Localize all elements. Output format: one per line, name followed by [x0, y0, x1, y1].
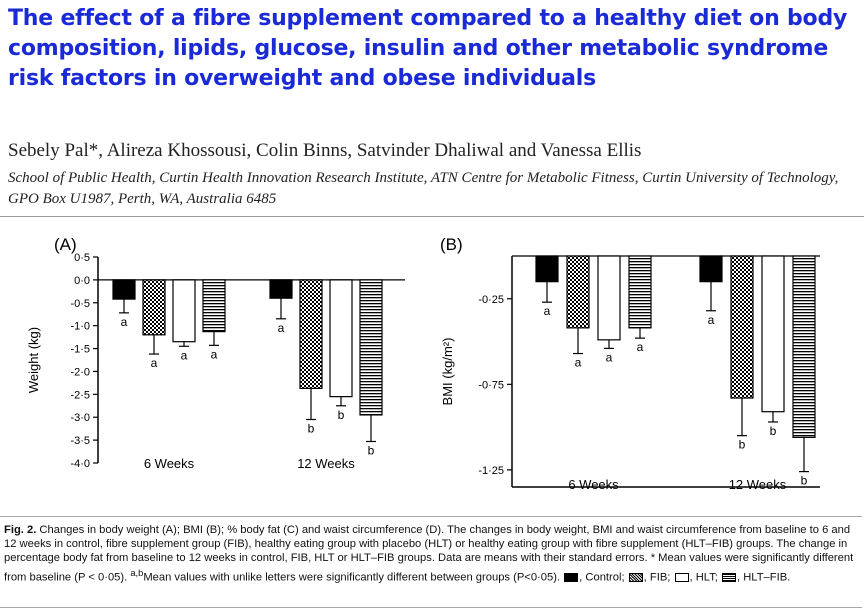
significance-letter: b: [739, 438, 746, 452]
bar-hlt-12-weeks: [329, 279, 353, 398]
x-category-label: 6 Weeks: [568, 477, 619, 492]
bar-fib-12-weeks: [299, 279, 323, 389]
legend-swatch-control: [564, 572, 579, 582]
y-tick-label: -1·25: [478, 465, 504, 477]
significance-letter: b: [368, 443, 375, 457]
bar-fib-12-weeks: [730, 255, 754, 399]
caption-text-2: Mean values with unlike letters were sig…: [143, 571, 564, 584]
y-tick-label: 0·0: [74, 275, 90, 287]
paper-title: The effect of a fibre supplement compare…: [8, 6, 848, 91]
x-category-label: 12 Weeks: [297, 456, 355, 471]
y-tick-label: -2·0: [70, 366, 90, 378]
bar-hlt-fib-12-weeks: [359, 279, 383, 416]
y-tick-label: -1·5: [70, 344, 90, 356]
bar-hlt-12-weeks: [761, 255, 785, 413]
bar-control-12-weeks: [699, 255, 723, 283]
paper-affiliation: School of Public Health, Curtin Health I…: [8, 170, 839, 207]
figure-caption: Fig. 2. Changes in body weight (A); BMI …: [0, 516, 862, 608]
y-tick-label: -0·5: [70, 298, 90, 310]
figure-2: (A)0·5 0·0 -0·5 -1·0 -1·5 -2·0 -2·5 -3·0 -3·5 -4·…: [26, 235, 820, 492]
legend-label-control: , Control;: [579, 571, 625, 584]
y-tick-label: -0·75: [478, 379, 504, 391]
bar-fib-6-weeks: [566, 255, 590, 329]
significance-letter: a: [575, 356, 582, 370]
y-axis-label: BMI (kg/m²): [440, 338, 455, 406]
significance-letter: a: [211, 347, 218, 361]
bar-hlt-6-weeks: [172, 279, 196, 343]
bar-control-12-weeks: [269, 279, 293, 299]
legend-label-hlt: , HLT;: [689, 571, 718, 584]
caption-text-1: Changes in body weight (A); BMI (B); % b…: [4, 524, 854, 584]
panel-label: (A): [54, 235, 77, 254]
caption-fig-label: Fig. 2.: [4, 524, 37, 536]
legend-swatch-fib: [628, 572, 643, 582]
significance-letter: a: [181, 348, 188, 362]
legend-swatch-hlt-fib: [722, 572, 737, 582]
significance-letter: a: [544, 304, 551, 318]
y-tick-label: -0·25: [478, 294, 504, 306]
significance-letter: b: [801, 474, 808, 488]
significance-letter: b: [338, 408, 345, 422]
significance-letter: b: [770, 424, 777, 438]
legend-label-fib: , FIB;: [643, 571, 671, 584]
bar-hlt-6-weeks: [597, 255, 621, 341]
x-category-label: 12 Weeks: [729, 477, 787, 492]
bar-hlt-fib-6-weeks: [628, 255, 652, 329]
x-category-label: 6 Weeks: [144, 456, 195, 471]
y-tick-label: -4·0: [70, 458, 90, 470]
bar-control-6-weeks: [112, 279, 136, 300]
y-tick-label: -3·0: [70, 412, 90, 424]
y-tick-label: -3·5: [70, 435, 90, 447]
legend-label-hlt-fib: , HLT–FIB.: [737, 571, 791, 584]
divider: [0, 216, 864, 217]
significance-letter: b: [308, 422, 315, 436]
bar-hlt-fib-6-weeks: [202, 279, 226, 333]
y-tick-label: -2·5: [70, 389, 90, 401]
y-tick-label: 0·5: [74, 252, 90, 264]
bar-hlt-fib-12-weeks: [792, 255, 816, 438]
significance-letter: a: [637, 340, 644, 354]
paper-authors: Sebely Pal*, Alireza Khossousi, Colin Bi…: [8, 140, 642, 161]
significance-letter: a: [121, 315, 128, 329]
bar-control-6-weeks: [535, 255, 559, 283]
panel-a-weight-chart: (A)0·5 0·0 -0·5 -1·0 -1·5 -2·0 -2·5 -3·0 -3·5 -4·…: [26, 235, 405, 471]
y-tick-label: -1·0: [70, 321, 90, 333]
caption-superscript: a,b: [130, 567, 144, 578]
panel-b-bmi-chart: (B) -0·25 -0·75 -1·25 BMI (kg/m²) a a a a 6 Weeks…: [440, 235, 820, 492]
y-axis-label: Weight (kg): [26, 327, 41, 393]
panel-label: (B): [440, 235, 463, 254]
significance-letter: a: [606, 350, 613, 364]
significance-letter: a: [708, 313, 715, 327]
bar-fib-6-weeks: [142, 279, 166, 336]
significance-letter: a: [278, 321, 285, 335]
legend-swatch-hlt: [674, 572, 689, 582]
significance-letter: a: [151, 356, 158, 370]
